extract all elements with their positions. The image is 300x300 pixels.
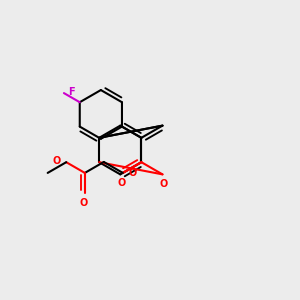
Text: O: O (52, 156, 61, 166)
Text: O: O (128, 168, 136, 178)
Text: O: O (79, 198, 88, 208)
Text: F: F (68, 87, 75, 97)
Text: O: O (117, 178, 125, 188)
Text: O: O (160, 179, 168, 189)
